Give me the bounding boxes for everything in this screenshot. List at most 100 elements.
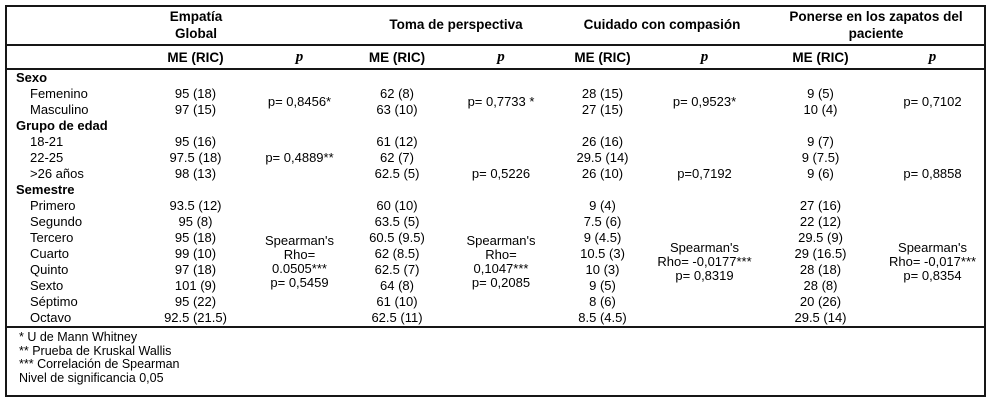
me-ric-value: 92.5 (21.5) [164,310,227,325]
me-ric-value: 10 (3) [585,262,620,277]
data-row-tercero: Tercero 95 (18) 60.5 (9.5) 9 (4.5) 29.5 … [7,230,984,246]
me-ric-value: 28 (18) [799,262,842,277]
me-ric-value: 60.5 (9.5) [369,230,425,245]
me-ric-value: 10 (4) [803,102,838,117]
me-ric-value: 29 (16.5) [794,246,847,261]
row-label: Cuarto [30,246,70,261]
section-filler [144,118,984,134]
section-label-grupo-de-edad: Grupo de edad [16,118,108,133]
me-ric-value: 29.5 (9) [798,230,843,245]
p-value-edad-toma: p= 0,5226 [471,166,531,181]
data-row-quinto: Quinto 97 (18) 62.5 (7) 10 (3) 28 (18) [7,262,984,278]
me-ric-value: 64 (8) [380,278,414,293]
data-row-primero: Primero 93.5 (12) Spearman's Rho= 0.0505… [7,198,984,290]
footnote-significancia: Nivel de significancia 0,05 [19,370,164,385]
data-row-22-25: 22-25 97.5 (18) 62 (7) 29.5 (14) 9 (7.5) [7,150,984,166]
me-ric-value: 27 (16) [799,198,842,213]
data-row-masculino: Masculino 97 (15) 63 (10) 27 (15) 10 (4) [7,102,984,118]
me-ric-value: 95 (22) [174,294,217,309]
p-value-edad-empatia: p= 0,4889** [265,150,334,165]
table-container: Empatía Global Toma de perspectiva Cuida… [5,5,986,397]
me-ric-value: 63 (10) [376,102,418,117]
corner-cell [7,45,144,70]
section-row-grupo-de-edad: Grupo de edad [7,118,984,134]
me-ric-value: 22 (12) [799,214,842,229]
me-ric-value: 29.5 (14) [794,310,847,325]
me-ric-value: 97.5 (18) [169,150,222,165]
column-group-header-row: Empatía Global Toma de perspectiva Cuida… [7,7,984,46]
p-header: p [645,45,765,70]
me-ric-value: 97 (18) [174,262,217,277]
footnote-mann-whitney: * U de Mann Whitney [19,330,138,344]
p-value-semestre-empatia: Spearman's Rho= 0.0505*** p= 0,5459 [265,233,334,290]
p-value-sexo-empatia: p= 0,8456* [267,94,332,109]
me-ric-value: 8 (6) [589,294,616,309]
me-ric-value: 27 (15) [581,102,624,117]
me-ric-header: ME (RIC) [764,45,878,70]
me-ric-value: 62 (8.5) [374,246,420,261]
column-group-toma-de-perspectiva: Toma de perspectiva [352,7,560,46]
row-label: Octavo [30,310,72,325]
me-ric-value: 95 (18) [174,86,217,101]
p-value-edad-cuidado: p=0,7192 [677,166,732,181]
me-ric-value: 62 (8) [380,86,414,101]
me-ric-value: 62.5 (11) [371,310,423,325]
p-value-semestre-toma: Spearman's Rho= 0,1047*** p= 0,2085 [466,233,536,290]
p-header: p [247,45,352,70]
row-label: Sexto [30,278,64,293]
me-ric-value: 63.5 (5) [374,214,420,229]
footnote-kruskal-wallis: ** Prueba de Kruskal Wallis [19,343,172,358]
row-label: >26 años [30,166,84,181]
row-label: Segundo [30,214,83,229]
p-value-sexo-zapatos: p= 0,7102 [903,94,962,109]
row-label: Primero [30,198,76,213]
me-ric-value: 9 (4.5) [583,230,622,245]
me-ric-header: ME (RIC) [144,45,247,70]
p-header: p [877,45,984,70]
section-filler [144,69,984,86]
me-ric-value: 97 (15) [174,102,217,117]
p-value-edad-zapatos: p= 0,8858 [903,166,962,181]
data-row-octavo: Octavo 92.5 (21.5) 62.5 (11) 8.5 (4.5) 2… [7,310,984,327]
data-row-cuarto: Cuarto 99 (10) 62 (8.5) 10.5 (3) 29 (16.… [7,246,984,262]
me-ric-value: 62 (7) [380,150,414,165]
me-ric-value: 7.5 (6) [583,214,622,229]
data-row-18-21: 18-21 95 (16) p= 0,4889** 61 (12) p= 0,5… [7,134,984,181]
data-row-mayor-26: >26 años 98 (13) 62.5 (5) 26 (10) 9 (6) [7,166,984,182]
section-row-sexo: Sexo [7,69,984,86]
me-ric-value: 95 (8) [178,214,213,229]
section-row-semestre: Semestre [7,182,984,198]
row-label: Femenino [30,86,88,101]
me-ric-value: 8.5 (4.5) [578,310,627,325]
me-ric-value: 26 (10) [581,166,624,181]
column-group-cuidado-con-compasion: Cuidado con compasión [560,7,765,46]
me-ric-value: 60 (10) [376,198,418,213]
p-value-semestre-zapatos: Spearman's Rho= -0,017*** p= 0,8354 [888,240,977,283]
me-ric-value: 9 (5) [589,278,616,293]
row-label: 18-21 [30,134,64,149]
row-label: Tercero [30,230,74,245]
section-filler [144,182,984,198]
section-label-sexo: Sexo [16,70,48,85]
me-ric-value: 9 (7.5) [801,150,840,165]
me-ric-value: 26 (16) [581,134,624,149]
me-ric-value: 61 (10) [376,294,418,309]
me-ric-value: 95 (16) [174,134,217,149]
sub-header-row: ME (RIC) p ME (RIC) p ME (RIC) p ME (RIC… [7,45,984,70]
statistics-table: Empatía Global Toma de perspectiva Cuida… [7,7,984,328]
p-value-sexo-toma: p= 0,7733 * [467,94,535,109]
row-label: Quinto [30,262,69,277]
me-ric-value: 61 (12) [376,134,418,149]
data-row-segundo: Segundo 95 (8) 63.5 (5) 7.5 (6) 22 (12) [7,214,984,230]
me-ric-value: 9 (7) [807,134,834,149]
me-ric-value: 62.5 (5) [374,166,420,181]
p-value-semestre-cuidado: Spearman's Rho= -0,0177*** p= 0,8319 [657,240,752,283]
footnotes: * U de Mann Whitney ** Prueba de Kruskal… [7,328,984,385]
me-ric-value: 29.5 (14) [576,150,629,165]
corner-cell [7,7,144,46]
me-ric-value: 9 (4) [589,198,616,213]
column-group-ponerse-en-los-zapatos: Ponerse en los zapatos del paciente [764,7,984,46]
me-ric-value: 20 (26) [799,294,842,309]
me-ric-value: 101 (9) [174,278,217,293]
me-ric-value: 99 (10) [174,246,217,261]
